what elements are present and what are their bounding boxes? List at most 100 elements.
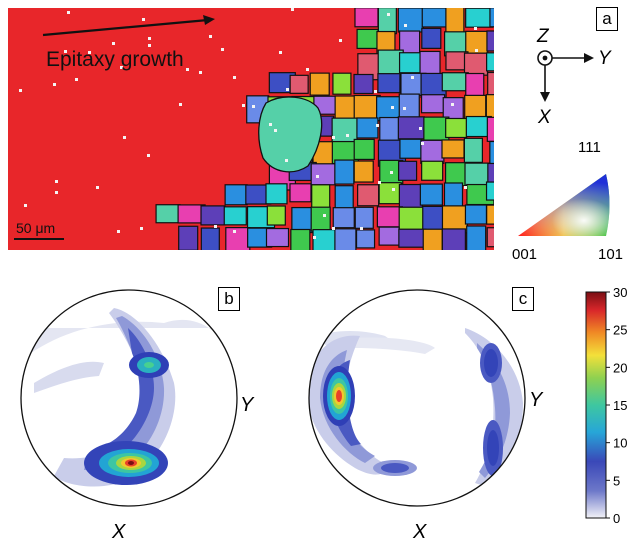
colorbar-ticks: 30 25 20 15 10 5 0 <box>606 285 627 526</box>
grain <box>223 206 247 226</box>
speck <box>360 227 363 230</box>
speck <box>332 227 335 230</box>
pole-figure-c-x-label: X <box>412 521 427 543</box>
grain <box>419 183 443 206</box>
grain <box>464 204 488 225</box>
grain <box>334 95 357 122</box>
pole-figure-b: Y X <box>20 289 255 543</box>
grain <box>441 228 466 254</box>
speck <box>117 230 120 233</box>
grain <box>397 160 418 181</box>
grain <box>441 139 465 159</box>
grain <box>265 183 288 205</box>
speck <box>252 105 255 108</box>
ipf-color-key: 111 001 101 <box>512 139 623 263</box>
y-axis-label: Y <box>598 48 612 69</box>
grain <box>155 204 181 224</box>
ipf-label-101: 101 <box>598 246 623 263</box>
grain <box>420 139 445 164</box>
grain <box>332 207 355 229</box>
speck <box>274 129 277 132</box>
speck <box>346 134 349 137</box>
grain <box>334 228 357 256</box>
speck <box>75 78 78 81</box>
speck <box>474 27 477 30</box>
grain <box>487 71 516 97</box>
x-axis-label: X <box>537 107 552 128</box>
grain <box>355 229 376 249</box>
speck <box>392 188 395 191</box>
grain <box>441 72 469 92</box>
grain <box>353 138 375 161</box>
speck <box>451 103 454 106</box>
grain <box>421 27 442 49</box>
ebsd-map-svg: Epitaxy growth 50 μm <box>8 5 516 256</box>
speck <box>148 37 151 40</box>
colorbar-gradient <box>585 291 607 519</box>
speck <box>306 68 309 71</box>
grain <box>397 7 424 33</box>
z-axis-label: Z <box>536 26 550 47</box>
speck <box>313 236 316 239</box>
grain <box>466 225 487 253</box>
grain <box>354 206 374 229</box>
speck <box>269 123 272 126</box>
grain <box>398 93 420 118</box>
speck <box>120 66 123 69</box>
grain <box>266 205 286 226</box>
speck <box>390 171 393 174</box>
speck <box>419 127 422 130</box>
grain <box>356 117 379 139</box>
grain <box>486 116 515 142</box>
large-grain <box>258 96 323 173</box>
speck <box>376 124 379 127</box>
grain <box>334 159 355 185</box>
grain <box>265 227 290 248</box>
speck <box>67 11 70 14</box>
speck <box>221 48 224 51</box>
grain <box>489 7 511 28</box>
pole-figure-c-contours <box>309 328 523 488</box>
grain <box>486 30 510 52</box>
speck <box>475 49 478 52</box>
ipf-label-001: 001 <box>512 246 537 263</box>
grain <box>310 206 331 232</box>
grain <box>465 72 485 99</box>
grain <box>422 228 443 256</box>
speck <box>285 159 288 162</box>
grain <box>445 117 468 139</box>
speck <box>214 225 217 228</box>
pole-figure-b-y-label: Y <box>240 394 255 416</box>
grain <box>398 206 426 231</box>
panel-a-label: a <box>596 7 618 31</box>
grain <box>378 182 402 205</box>
speck <box>88 51 91 54</box>
speck <box>279 51 282 54</box>
grain <box>310 163 336 186</box>
grain <box>445 5 465 35</box>
grain <box>356 28 379 50</box>
grain <box>353 160 374 183</box>
speck <box>391 106 394 109</box>
grain <box>420 94 446 114</box>
grain <box>489 140 513 167</box>
speck <box>199 71 202 74</box>
y-axis-arrowhead <box>584 53 594 63</box>
grain <box>311 184 331 211</box>
grain <box>354 7 379 28</box>
panel-c-label: c <box>512 287 534 311</box>
ipf-label-111: 111 <box>578 139 601 156</box>
pole-figure-b-circle <box>20 289 238 507</box>
speck <box>291 8 294 11</box>
speck <box>123 136 126 139</box>
speck <box>24 204 27 207</box>
grain <box>463 137 483 163</box>
speck <box>404 24 407 27</box>
z-axis-dot <box>542 55 548 61</box>
colorbar-tick-label: 10 <box>613 436 627 451</box>
pole-figure-b-contours <box>24 308 234 487</box>
speck <box>378 181 381 184</box>
growth-arrow-line <box>42 18 209 37</box>
grain <box>332 72 352 95</box>
speck <box>403 107 406 110</box>
